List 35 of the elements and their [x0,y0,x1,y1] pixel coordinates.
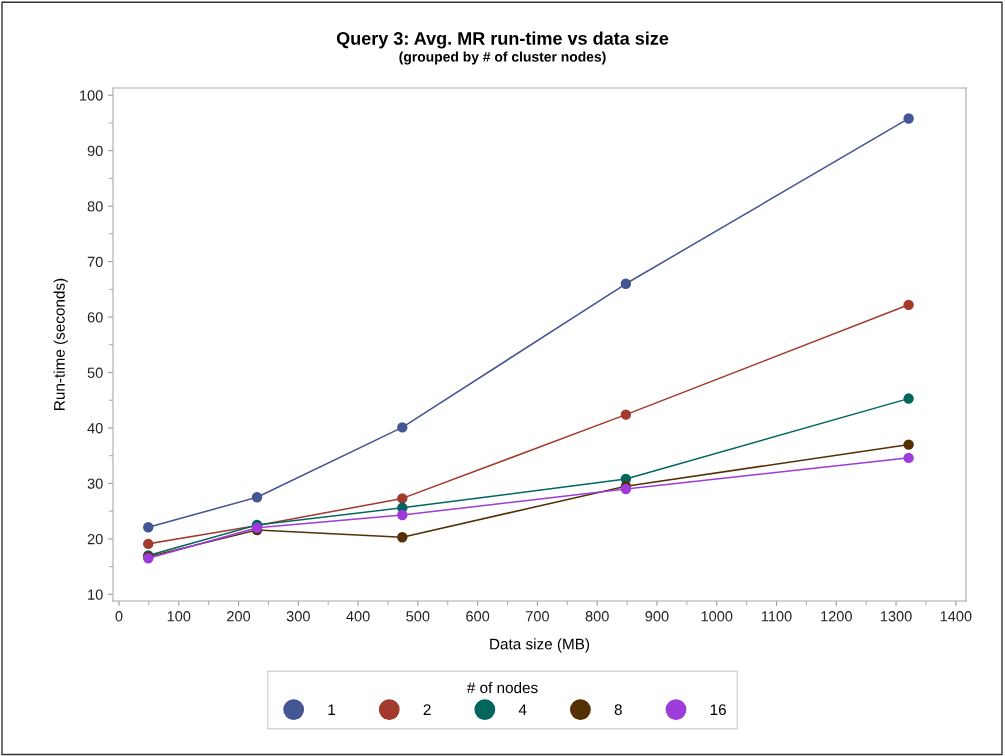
x-tick-label: 1100 [761,611,792,622]
x-tick-label: 0 [115,611,123,622]
x-tick-label: 400 [346,611,370,622]
y-tick-label: 20 [87,533,103,545]
x-tick-label: 200 [227,611,251,622]
x-tick-label: 1400 [940,611,972,622]
legend-title: # of nodes [466,681,538,694]
x-tick-label: 500 [406,611,430,622]
legend-label: 16 [710,704,726,716]
legend-label: 8 [614,704,622,716]
chart-title: Query 3: Avg. MR run-time vs data size [336,31,669,49]
y-tick-label: 60 [87,312,103,323]
legend-label: 1 [328,704,336,715]
x-tick-label: 600 [466,611,490,622]
legend-label: 2 [423,704,431,715]
y-tick-label: 90 [87,145,103,157]
legend-label: 4 [518,704,527,715]
x-tick-label: 1000 [701,611,733,622]
x-tick-label: 1200 [821,611,852,622]
y-tick-label: 100 [80,90,103,101]
chart-subtitle: (grouped by # of cluster nodes) [399,51,606,65]
x-tick-label: 700 [525,611,549,622]
y-tick-label: 50 [87,367,103,378]
x-tick-label: 900 [645,611,669,622]
y-tick-label: 10 [88,589,103,600]
x-tick-label: 100 [167,611,191,622]
y-tick-label: 30 [87,478,103,489]
y-axis-title: Run-time (seconds) [53,278,68,410]
y-tick-label: 80 [87,201,103,212]
x-tick-label: 300 [286,611,310,622]
x-tick-label: 1300 [880,611,912,622]
x-axis-title: Data size (MB) [490,638,590,653]
x-tick-label: 800 [585,611,609,622]
y-tick-label: 70 [87,256,103,268]
y-tick-label: 40 [87,423,103,434]
